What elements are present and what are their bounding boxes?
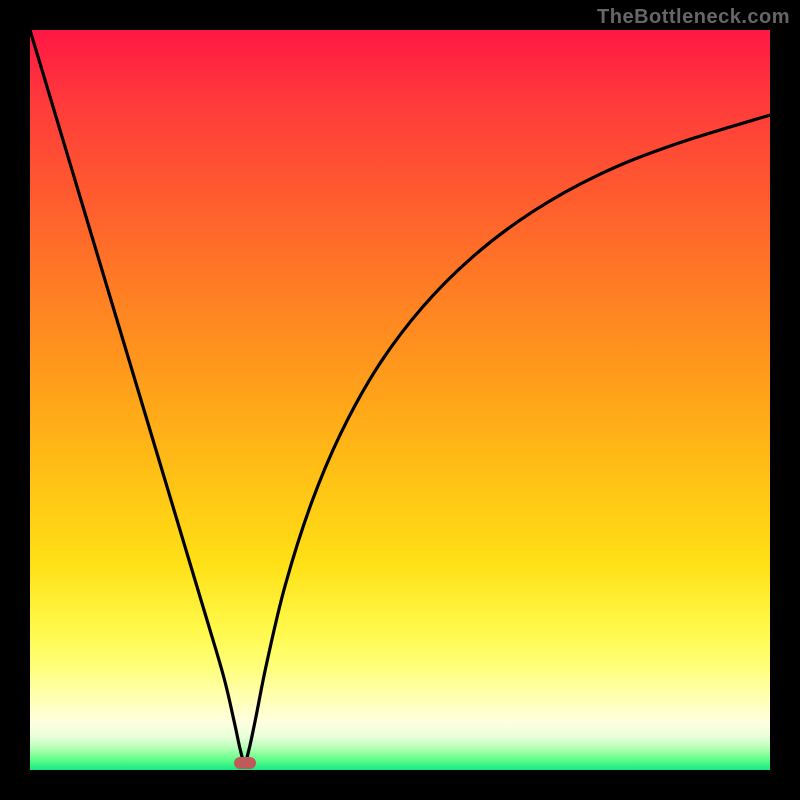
bottleneck-curve xyxy=(30,30,770,770)
watermark-text: TheBottleneck.com xyxy=(597,6,790,29)
chart-frame xyxy=(30,30,770,770)
optimum-marker xyxy=(234,757,256,769)
